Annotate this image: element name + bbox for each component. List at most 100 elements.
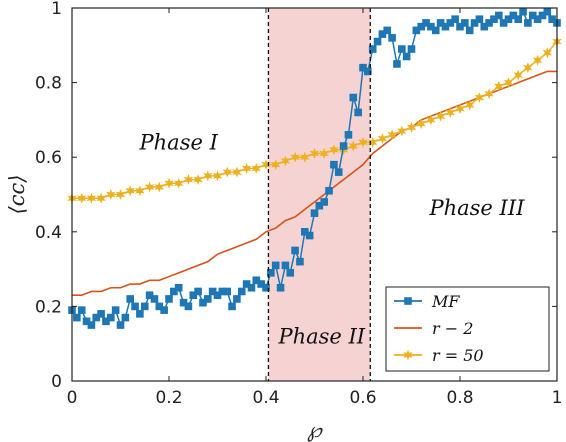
data-point xyxy=(484,88,494,100)
data-point xyxy=(136,310,144,318)
data-point xyxy=(383,26,392,35)
data-point xyxy=(514,15,523,23)
data-point xyxy=(543,7,552,16)
data-point xyxy=(513,69,523,81)
data-point xyxy=(76,192,87,204)
phase-boundary-lines xyxy=(267,8,371,381)
series-mf xyxy=(68,7,561,329)
data-point xyxy=(305,231,314,240)
data-point xyxy=(519,7,527,16)
data-point xyxy=(503,77,514,89)
data-point xyxy=(330,160,338,169)
data-point xyxy=(174,283,183,292)
data-point xyxy=(107,313,115,322)
data-point xyxy=(377,133,388,145)
data-point xyxy=(270,159,281,171)
data-point xyxy=(204,295,212,303)
data-point xyxy=(455,103,465,115)
data-point xyxy=(542,47,553,59)
data-point xyxy=(222,166,232,178)
data-point xyxy=(267,269,275,277)
data-point xyxy=(228,302,236,311)
data-point xyxy=(319,148,329,159)
data-point xyxy=(135,185,145,197)
phase-labels: Phase I Phase II Phase III xyxy=(139,131,526,349)
legend: MF r − 2 r = 50 xyxy=(385,286,550,372)
data-point xyxy=(286,269,295,277)
data-point xyxy=(261,159,271,171)
phase-ii-shaded-region xyxy=(268,8,371,381)
data-point xyxy=(344,131,353,139)
series-layer xyxy=(67,7,562,329)
legend-swatch-marker xyxy=(404,297,412,305)
data-point xyxy=(223,287,231,296)
data-point xyxy=(367,136,378,148)
legend-label: r − 2 xyxy=(432,319,473,338)
x-tick-label: 0.2 xyxy=(155,388,182,408)
data-point xyxy=(154,181,165,193)
data-point xyxy=(291,246,299,255)
data-point xyxy=(116,321,125,329)
data-point xyxy=(524,19,532,27)
data-point xyxy=(150,295,159,303)
data-point xyxy=(262,283,270,292)
data-point xyxy=(121,313,130,322)
data-point xyxy=(73,313,81,322)
data-point xyxy=(310,209,319,217)
data-point xyxy=(160,306,168,314)
data-point xyxy=(368,45,377,53)
y-tick-label: 0.2 xyxy=(35,297,62,317)
data-point xyxy=(125,185,135,197)
data-point xyxy=(329,144,339,156)
data-point xyxy=(475,15,484,23)
data-point xyxy=(144,181,155,193)
x-axis-label: ℘ xyxy=(307,418,323,442)
data-point xyxy=(349,93,358,102)
data-point xyxy=(532,54,543,66)
data-point xyxy=(140,302,149,311)
data-point xyxy=(309,148,320,159)
data-point xyxy=(388,34,396,42)
data-point xyxy=(397,125,407,137)
data-point xyxy=(183,174,194,186)
data-point xyxy=(86,192,97,204)
data-point xyxy=(474,92,485,103)
data-point xyxy=(194,287,202,296)
data-point xyxy=(96,192,106,204)
data-point xyxy=(464,99,475,111)
data-point xyxy=(494,80,504,92)
data-point xyxy=(97,310,105,318)
data-point xyxy=(111,306,120,314)
y-tick-label: 0.4 xyxy=(35,223,62,243)
plot-frame xyxy=(71,7,558,382)
data-point xyxy=(281,261,290,270)
data-point xyxy=(193,174,203,186)
data-point xyxy=(203,170,213,182)
data-point xyxy=(339,142,348,150)
axis-ticks: 0 0.2 0.4 0.6 0.8 1 0 0.2 0.4 0.6 0.8 1 xyxy=(35,0,562,408)
data-point xyxy=(251,162,262,174)
data-point xyxy=(232,166,242,178)
legend-label: MF xyxy=(431,292,460,311)
data-point xyxy=(393,60,401,68)
data-point xyxy=(523,62,533,74)
data-point xyxy=(212,170,223,182)
data-point xyxy=(77,306,86,314)
data-point xyxy=(280,155,291,167)
data-point xyxy=(290,151,300,163)
data-point xyxy=(296,257,304,266)
data-point xyxy=(451,15,459,23)
data-point xyxy=(247,283,256,292)
data-point xyxy=(87,321,96,329)
data-point xyxy=(387,129,397,141)
data-point xyxy=(241,162,252,174)
data-point xyxy=(173,177,184,189)
x-tick-label: 0.6 xyxy=(349,388,376,408)
legend-label: r = 50 xyxy=(432,346,484,365)
y-tick-label: 0.8 xyxy=(35,74,62,94)
data-point xyxy=(435,110,446,122)
data-point xyxy=(106,189,116,200)
legend-swatch-marker xyxy=(403,349,413,361)
data-point xyxy=(398,45,406,53)
data-point xyxy=(131,302,139,311)
